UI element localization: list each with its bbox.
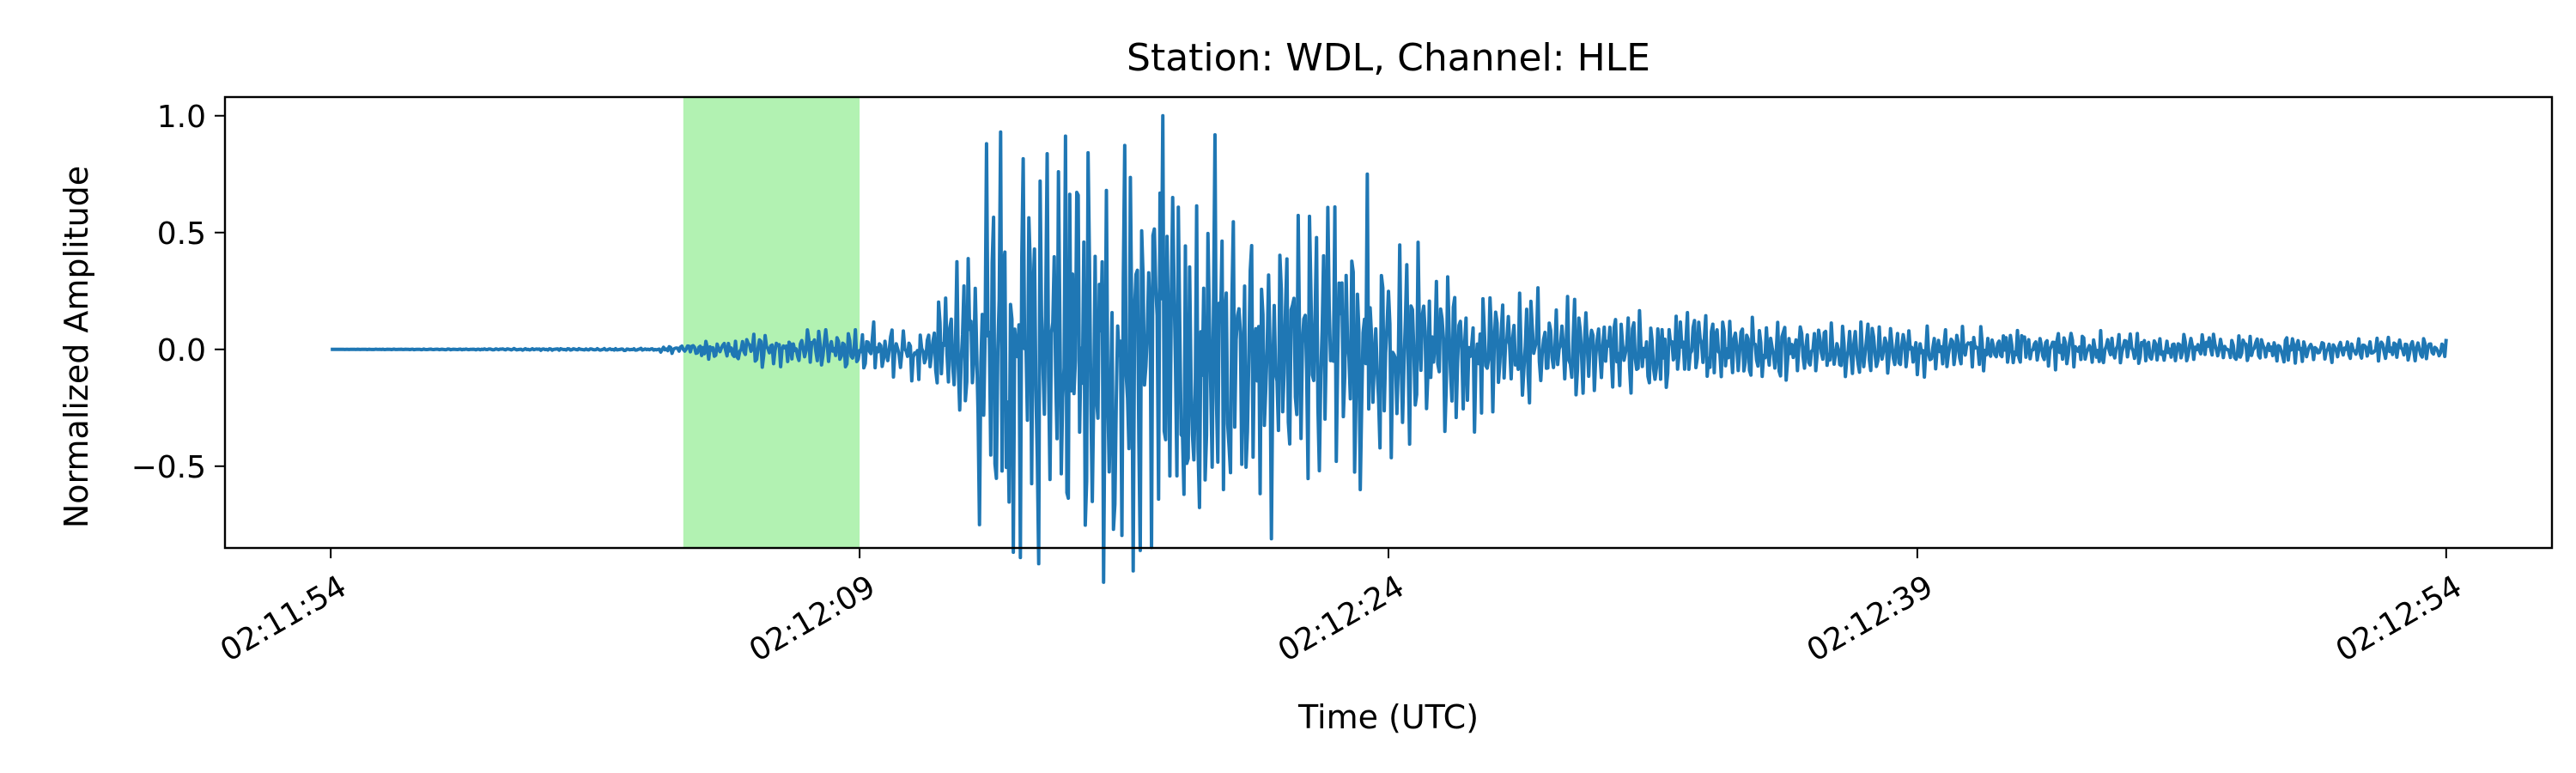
y-tick-label: 1.0 [157, 100, 206, 135]
waveform-line [330, 113, 2448, 584]
chart-title: Station: WDL, Channel: HLE [1127, 36, 1650, 80]
y-tick-label: 0.0 [157, 333, 206, 368]
highlight-band [683, 97, 860, 548]
y-tick-label: −0.5 [131, 450, 206, 485]
y-axis-label: Normalized Amplitude [58, 166, 95, 528]
series-layer [330, 113, 2448, 584]
highlight-layer [683, 97, 860, 548]
y-tick-label: 0.5 [157, 216, 206, 252]
x-axis-label: Time (UTC) [1297, 698, 1479, 736]
y-axis: 1.0 0.5 0.0 −0.5 [131, 100, 225, 485]
